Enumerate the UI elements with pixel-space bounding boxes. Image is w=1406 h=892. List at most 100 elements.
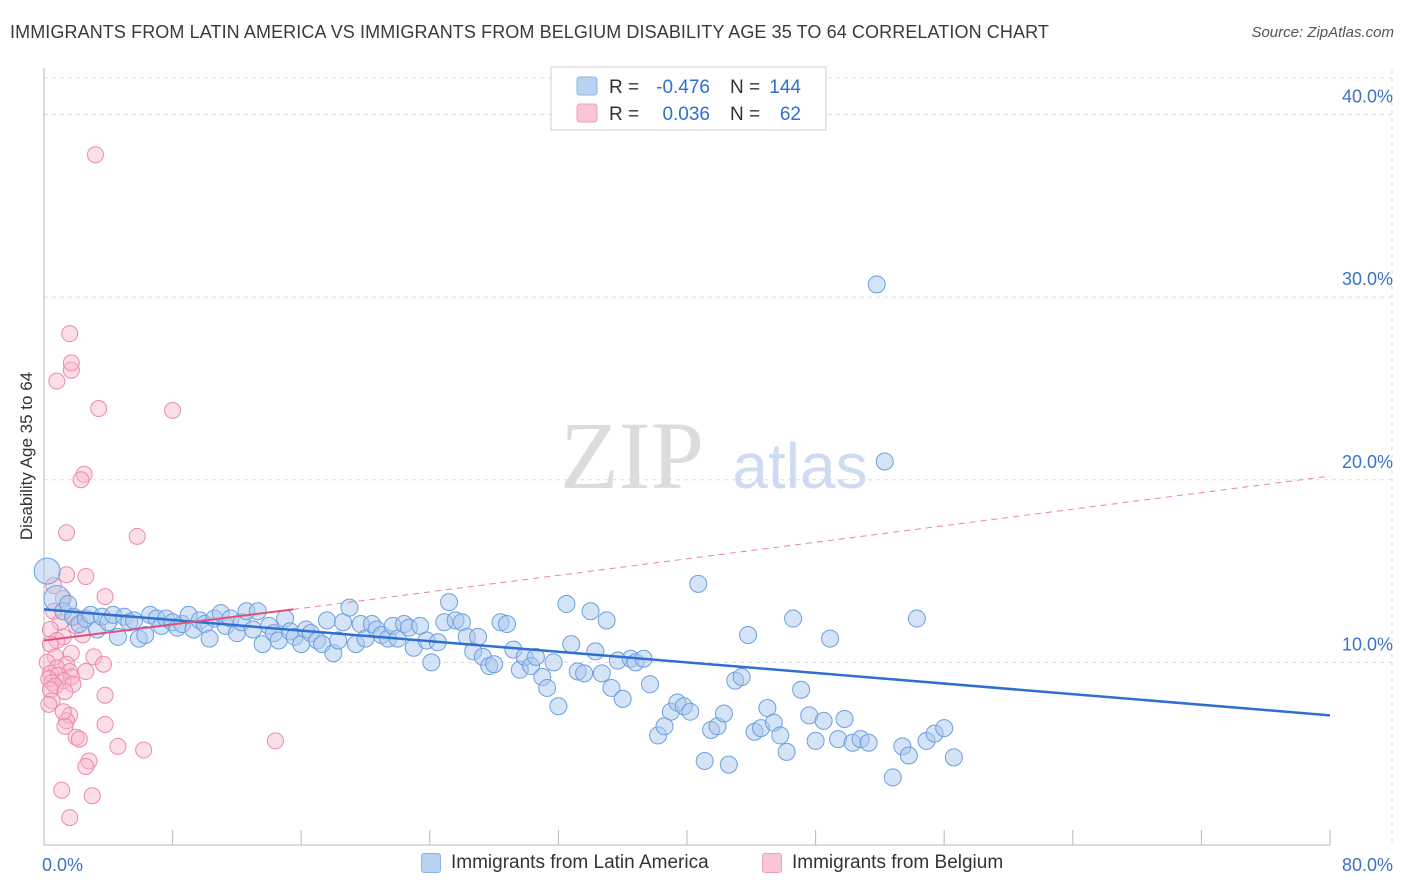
latin-america-point bbox=[597, 611, 616, 630]
latin-america-point bbox=[681, 702, 700, 721]
latin-america-point bbox=[777, 742, 796, 761]
latin-america-point bbox=[440, 593, 459, 612]
legend-item-latin-america[interactable]: Immigrants from Latin America bbox=[421, 852, 709, 874]
latin-america-point bbox=[562, 635, 581, 654]
belgium-point bbox=[61, 325, 79, 343]
belgium-point bbox=[96, 686, 114, 704]
latin-america-trend-line bbox=[43, 608, 1331, 717]
watermark-atlas: atlas bbox=[732, 430, 867, 502]
trend-lines bbox=[43, 475, 1331, 717]
belgium-point bbox=[62, 361, 80, 379]
belgium-point bbox=[85, 648, 103, 666]
latin-america-point bbox=[602, 678, 621, 697]
latin-america-point bbox=[899, 746, 918, 765]
latin-america-point bbox=[544, 653, 563, 672]
belgium-point bbox=[135, 741, 153, 759]
belgium-point bbox=[41, 621, 59, 639]
belgium-point bbox=[61, 809, 79, 827]
belgium-point bbox=[49, 666, 67, 684]
belgium-point bbox=[109, 737, 127, 755]
belgium-point bbox=[58, 524, 76, 542]
latin-america-point bbox=[422, 653, 441, 672]
belgium-point bbox=[96, 588, 114, 606]
latin-america-point bbox=[613, 689, 632, 708]
legend-swatch-blue bbox=[576, 76, 598, 96]
latin-america-point bbox=[586, 642, 605, 661]
belgium-point bbox=[70, 730, 88, 748]
legend-r-label-1: R = bbox=[609, 77, 639, 98]
latin-america-point bbox=[714, 704, 733, 723]
latin-america-point bbox=[806, 731, 825, 750]
belgium-point bbox=[53, 781, 71, 799]
latin-america-point bbox=[689, 574, 708, 593]
latin-america-point bbox=[907, 609, 926, 628]
belgium-point bbox=[41, 681, 59, 699]
y-tick-label: 40.0% bbox=[1342, 87, 1393, 107]
x-tick-label: 80.0% bbox=[1342, 855, 1393, 875]
latin-america-point bbox=[581, 602, 600, 621]
belgium-point bbox=[164, 401, 182, 419]
latin-america-point bbox=[575, 664, 594, 683]
watermark-zip: ZIP bbox=[560, 402, 704, 509]
belgium-point bbox=[62, 644, 80, 662]
legend-r-value-2: 0.036 bbox=[662, 104, 710, 125]
latin-america-point bbox=[469, 627, 488, 646]
belgium-point bbox=[48, 372, 66, 390]
belgium-point bbox=[40, 695, 58, 713]
chart-title: IMMIGRANTS FROM LATIN AMERICA VS IMMIGRA… bbox=[10, 22, 1049, 42]
legend-n-label-2: N = bbox=[730, 104, 760, 125]
latin-america-point bbox=[784, 609, 803, 628]
belgium-point bbox=[72, 471, 90, 489]
legend-n-value-1: 144 bbox=[769, 77, 801, 98]
legend-n-value-2: 62 bbox=[780, 104, 801, 125]
belgium-point bbox=[58, 566, 76, 584]
belgium-point bbox=[62, 354, 80, 372]
latin-america-point bbox=[944, 748, 963, 767]
chart-source: Source: ZipAtlas.com bbox=[1251, 24, 1394, 41]
latin-america-point bbox=[883, 768, 902, 787]
latin-america-point bbox=[557, 594, 576, 613]
latin-america-point bbox=[33, 557, 61, 585]
latin-america-point bbox=[835, 709, 854, 728]
legend-label-latin-america: Immigrants from Latin America bbox=[451, 852, 709, 873]
y-axis-label: Disability Age 35 to 64 bbox=[17, 372, 36, 540]
belgium-point bbox=[56, 683, 74, 701]
y-tick-label: 30.0% bbox=[1342, 269, 1393, 289]
latin-america-point bbox=[695, 751, 714, 770]
belgium-trend-line bbox=[43, 608, 294, 642]
y-tick-label: 20.0% bbox=[1342, 452, 1393, 472]
belgium-point bbox=[94, 655, 112, 673]
latin-america-point bbox=[935, 719, 954, 738]
latin-america-point bbox=[549, 697, 568, 716]
belgium-point bbox=[83, 787, 101, 805]
latin-america-point bbox=[875, 452, 894, 471]
latin-america-point bbox=[243, 620, 262, 639]
latin-america-point bbox=[526, 647, 545, 666]
latin-america-point bbox=[792, 680, 811, 699]
belgium-point bbox=[86, 146, 104, 164]
belgium-point bbox=[77, 568, 95, 586]
legend-swatch-pink bbox=[576, 103, 598, 123]
x-tick-label: 0.0% bbox=[42, 855, 83, 875]
legend-item-belgium[interactable]: Immigrants from Belgium bbox=[762, 852, 1003, 874]
latin-america-point bbox=[136, 625, 155, 644]
latin-america-point bbox=[859, 733, 878, 752]
legend-n-label-1: N = bbox=[730, 77, 760, 98]
y-tick-label: 10.0% bbox=[1342, 634, 1393, 654]
belgium-point bbox=[266, 732, 284, 750]
belgium-trend-line-extended bbox=[293, 475, 1331, 610]
latin-america-point bbox=[771, 726, 790, 745]
latin-america-point bbox=[719, 755, 738, 774]
legend-swatch-belgium bbox=[762, 853, 782, 873]
belgium-point bbox=[77, 663, 95, 681]
watermark: ZIP atlas bbox=[560, 402, 868, 509]
latin-america-point bbox=[592, 664, 611, 683]
latin-america-point bbox=[821, 629, 840, 648]
legend-r-value-1: -0.476 bbox=[656, 77, 710, 98]
belgium-point bbox=[75, 465, 93, 483]
belgium-points bbox=[38, 146, 284, 827]
latin-america-point bbox=[317, 611, 336, 630]
belgium-point bbox=[54, 703, 72, 721]
belgium-point bbox=[128, 527, 146, 545]
